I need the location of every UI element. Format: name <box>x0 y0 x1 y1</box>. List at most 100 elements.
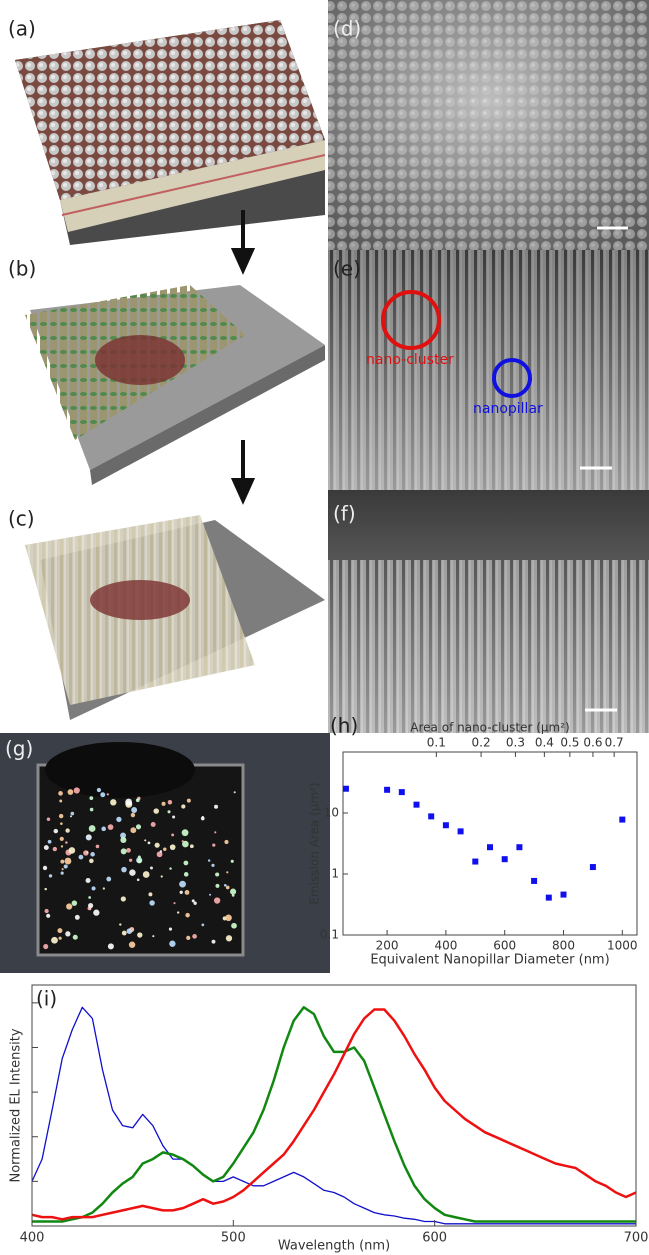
x-axis-label: Wavelength (nm) <box>278 1239 390 1254</box>
spark <box>91 886 95 890</box>
spark <box>168 800 172 804</box>
spark <box>230 889 236 895</box>
spark <box>131 807 137 813</box>
spark <box>129 869 135 875</box>
spark <box>57 928 62 933</box>
spark <box>212 843 215 846</box>
spark <box>108 943 114 949</box>
spark <box>215 884 219 888</box>
spark <box>88 896 91 899</box>
x-tick-label: 800 <box>552 939 575 953</box>
spark <box>65 828 69 832</box>
probe <box>45 742 195 798</box>
annotation: nano-cluster <box>366 352 454 368</box>
spark <box>121 867 127 873</box>
spark <box>88 903 93 908</box>
spark <box>160 850 162 852</box>
spark <box>125 799 132 806</box>
x2-tick-label: 0.1 <box>427 736 446 750</box>
spark <box>163 848 166 851</box>
spark <box>68 789 74 795</box>
spark <box>169 867 171 869</box>
point <box>414 802 420 808</box>
x2-axis-label: Area of nano-cluster (μm²) <box>410 721 569 735</box>
x-tick-label: 600 <box>422 1231 447 1246</box>
spark <box>161 875 163 877</box>
x-tick-label: 400 <box>434 939 457 953</box>
spark <box>103 887 105 889</box>
spark <box>101 827 106 832</box>
spark <box>201 924 204 927</box>
y-axis-label: Normalized EL Intensity <box>9 1028 24 1182</box>
spark <box>75 915 80 920</box>
spark <box>107 793 109 795</box>
spark <box>137 859 142 864</box>
point <box>428 813 434 819</box>
spark <box>190 844 194 848</box>
spark <box>74 787 80 793</box>
figure: nano-cluster nanopillar (a) (b) (c) (d) … <box>0 0 649 1255</box>
panel-label: (c) <box>8 507 35 531</box>
spark <box>89 859 94 864</box>
spark <box>93 910 99 916</box>
panel-label: (h) <box>330 714 358 738</box>
point <box>384 787 390 793</box>
spark <box>179 881 186 888</box>
x-tick-label: 400 <box>20 1231 45 1246</box>
spark <box>127 928 133 934</box>
panel-label: (b) <box>8 257 36 281</box>
point <box>619 817 625 823</box>
spark <box>177 911 179 913</box>
spark <box>97 788 101 792</box>
x2-tick-label: 0.6 <box>583 736 602 750</box>
spark <box>59 799 62 802</box>
y-tick-label: 1 <box>331 867 339 881</box>
x-tick-label: 200 <box>376 939 399 953</box>
spark <box>48 840 52 844</box>
spark <box>209 894 211 896</box>
spark <box>211 864 214 867</box>
point <box>487 844 493 850</box>
spark <box>151 822 156 827</box>
spark <box>60 837 64 841</box>
spark <box>138 856 141 859</box>
spark <box>212 940 216 944</box>
spark <box>49 874 52 877</box>
spark <box>170 844 176 850</box>
x-axis-label: Equivalent Nanopillar Diameter (nm) <box>370 953 609 968</box>
spark <box>108 824 114 830</box>
spark <box>182 840 184 842</box>
spark <box>89 825 96 832</box>
spectrum-line <box>32 1010 636 1220</box>
x-tick-label: 700 <box>624 1231 649 1246</box>
spark <box>53 847 57 851</box>
spark <box>182 829 189 836</box>
spark <box>148 841 151 844</box>
spectrum-line <box>32 1007 636 1221</box>
point <box>516 844 522 850</box>
sem-texture <box>328 560 649 733</box>
spark <box>65 931 70 936</box>
device-sketch-b <box>25 285 325 485</box>
spark <box>173 902 175 904</box>
spectrum-line <box>32 1007 636 1224</box>
x-tick-label: 500 <box>221 1231 246 1246</box>
spark <box>185 890 190 895</box>
spark <box>169 928 172 931</box>
panel-label: (d) <box>333 17 361 41</box>
spark <box>110 799 116 805</box>
spark <box>201 817 205 821</box>
spark <box>51 937 58 944</box>
point <box>399 789 405 795</box>
annotation: nanopillar <box>473 401 543 417</box>
spark <box>150 867 153 870</box>
device-sketch-a <box>15 20 325 245</box>
spark <box>89 796 93 800</box>
spark <box>167 810 170 813</box>
x2-tick-label: 0.7 <box>605 736 624 750</box>
spark <box>232 894 235 897</box>
spark <box>231 923 237 929</box>
spark <box>180 891 183 894</box>
spark <box>131 813 135 817</box>
spark <box>152 935 154 937</box>
